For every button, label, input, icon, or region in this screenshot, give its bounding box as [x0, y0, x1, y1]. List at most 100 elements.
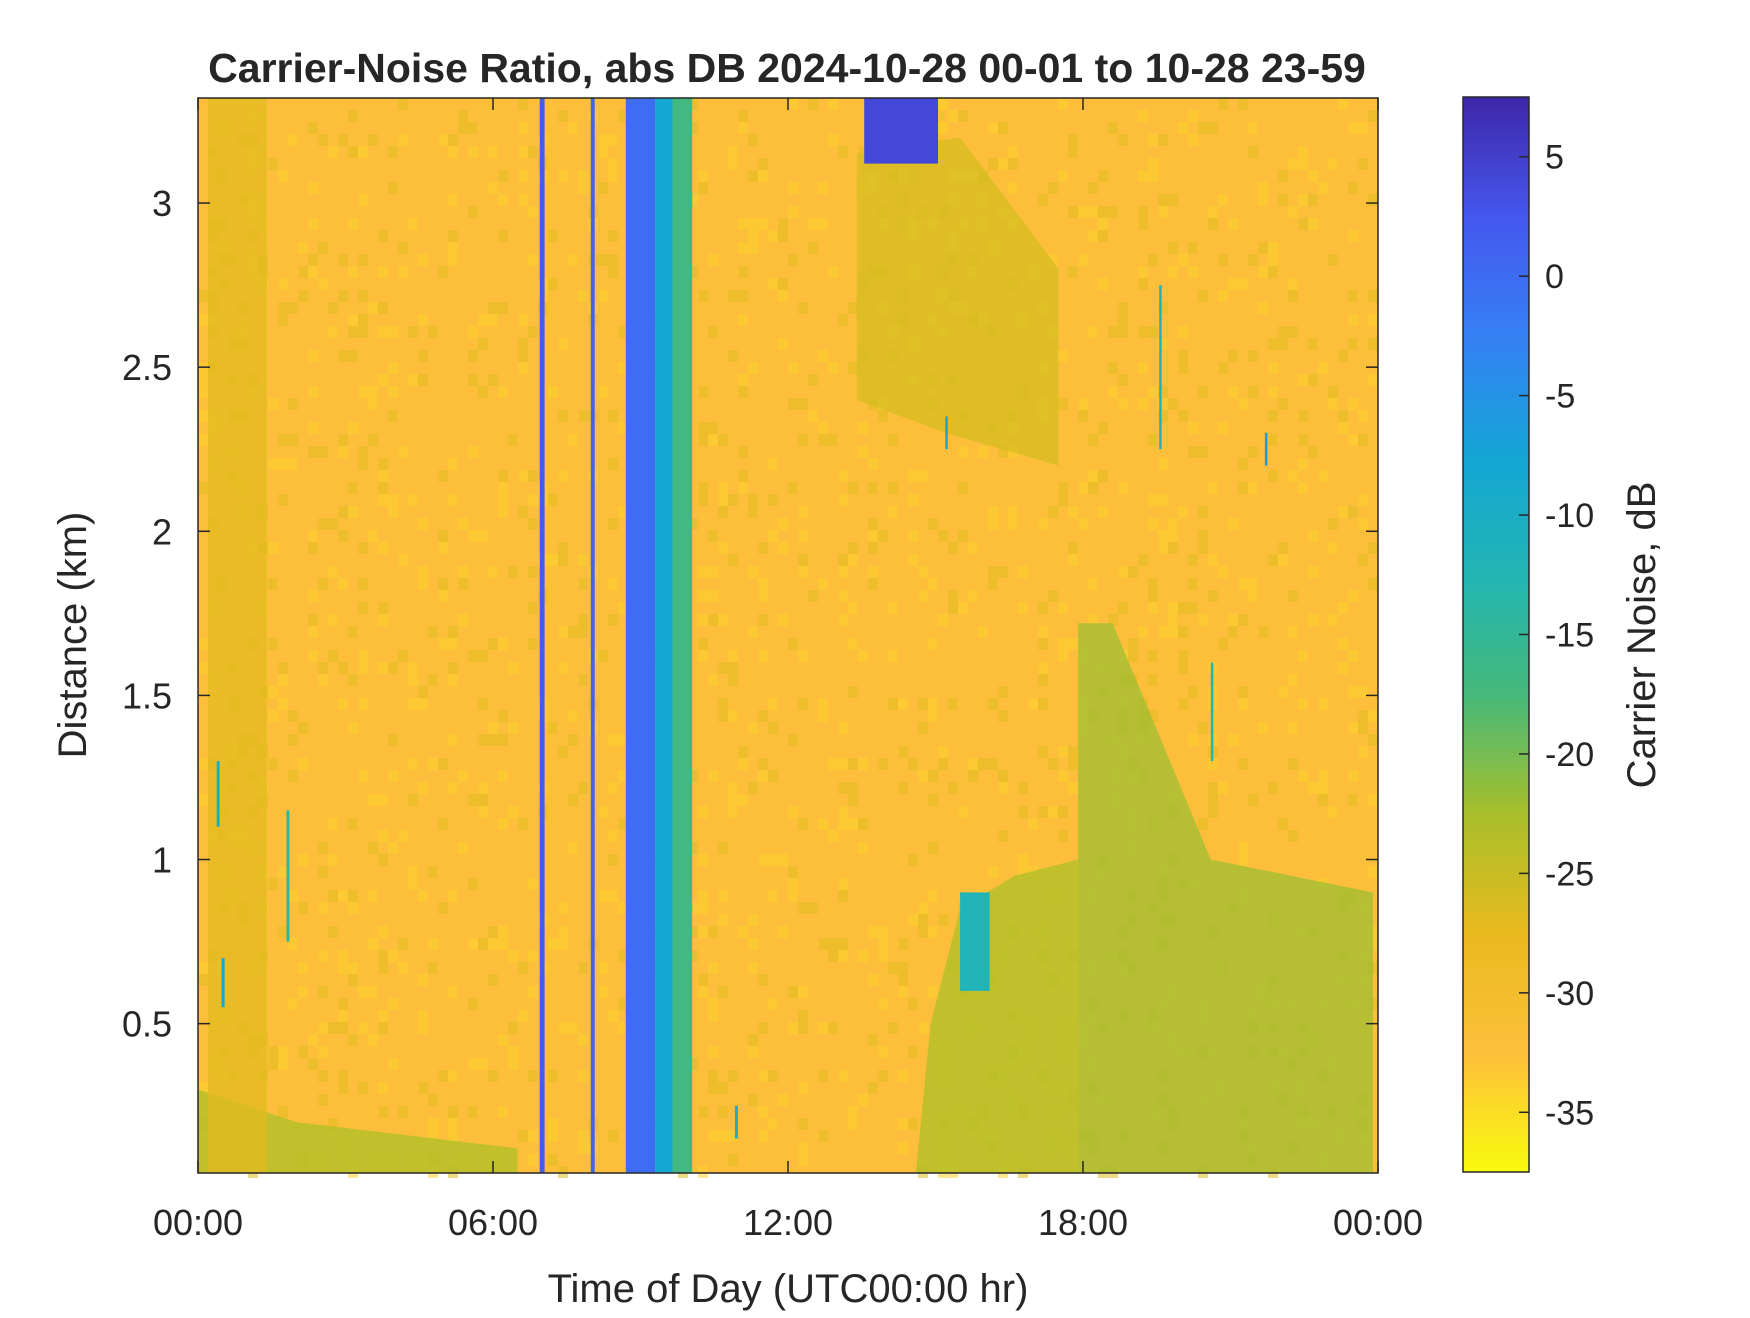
heatmap-cell [1348, 290, 1358, 302]
heatmap-cell [788, 806, 798, 818]
heatmap-cell [1178, 662, 1188, 674]
heatmap-cell [1368, 794, 1378, 806]
heatmap-cell [578, 614, 588, 626]
heatmap-cell [728, 1130, 738, 1142]
heatmap-cell [498, 638, 508, 650]
heatmap-cell [528, 1070, 538, 1082]
heatmap-cell [698, 566, 708, 578]
heatmap-cell [718, 434, 728, 446]
heatmap-cell [888, 1022, 898, 1034]
heatmap-cell [1368, 374, 1378, 386]
heatmap-cell [748, 626, 758, 638]
heatmap-cell [798, 698, 808, 710]
heatmap-cell [298, 290, 308, 302]
heatmap-cell [1258, 194, 1268, 206]
heatmap-cell [748, 962, 758, 974]
heatmap-cell [1158, 410, 1168, 422]
heatmap-cell [268, 1046, 278, 1058]
heatmap-cell [818, 698, 828, 710]
heatmap-cell [578, 674, 588, 686]
y-tick-label: 0.5 [122, 1004, 172, 1045]
heatmap-cell [528, 602, 538, 614]
heatmap-cell [1348, 182, 1358, 194]
heatmap-cell [728, 662, 738, 674]
heatmap-cell [318, 842, 328, 854]
heatmap-cell [348, 962, 358, 974]
colorbar-tick-label: 0 [1545, 258, 1564, 296]
heatmap-cell [688, 98, 698, 110]
heatmap-cell [1288, 722, 1298, 734]
heatmap-cell [468, 1058, 478, 1070]
heatmap-cell [418, 698, 428, 710]
heatmap-cell [868, 518, 878, 530]
heatmap-cell [1238, 758, 1248, 770]
heatmap-cell [448, 458, 458, 470]
heatmap-column [286, 810, 290, 942]
heatmap-cell [528, 470, 538, 482]
heatmap-cell [1038, 698, 1048, 710]
heatmap-cell [358, 1082, 368, 1094]
heatmap-cell [878, 938, 888, 950]
heatmap-cell [498, 386, 508, 398]
heatmap-cell [758, 1070, 768, 1082]
heatmap-cell [1358, 722, 1368, 734]
heatmap-cell [278, 494, 288, 506]
heatmap-cell [428, 626, 438, 638]
heatmap-cell [708, 1130, 718, 1142]
heatmap-cell [488, 302, 498, 314]
heatmap-cell [918, 722, 928, 734]
heatmap-cell [1298, 698, 1308, 710]
heatmap-cell [1108, 614, 1118, 626]
heatmap-cell [948, 542, 958, 554]
heatmap-cell [288, 134, 298, 146]
heatmap-cell [818, 218, 828, 230]
heatmap-cell [728, 806, 738, 818]
heatmap-cell [1198, 290, 1208, 302]
heatmap-cell [478, 650, 488, 662]
heatmap-cell [898, 962, 908, 974]
heatmap-cell [738, 242, 748, 254]
heatmap-cell [578, 1070, 588, 1082]
heatmap-cell [1308, 782, 1318, 794]
heatmap-cell [448, 254, 458, 266]
heatmap-cell [718, 1082, 728, 1094]
heatmap-cell [518, 98, 528, 110]
heatmap-cell [948, 110, 958, 122]
heatmap-cell [358, 650, 368, 662]
heatmap-cell [308, 218, 318, 230]
heatmap-cell [728, 1070, 738, 1082]
heatmap-cell [1088, 434, 1098, 446]
heatmap-cell [1338, 638, 1348, 650]
heatmap-cell [1168, 242, 1178, 254]
heatmap-cell [318, 674, 328, 686]
heatmap-cell [1158, 458, 1168, 470]
heatmap-cell [1318, 470, 1328, 482]
heatmap-cell [198, 290, 208, 302]
heatmap-cell [1068, 146, 1078, 158]
heatmap-cell [1118, 566, 1128, 578]
heatmap-cell [738, 470, 748, 482]
heatmap-cell [448, 1070, 458, 1082]
heatmap-cell [368, 842, 378, 854]
heatmap-cell [1248, 482, 1258, 494]
heatmap-cell [608, 578, 618, 590]
heatmap-cell [558, 1166, 568, 1178]
heatmap-cell [518, 350, 528, 362]
heatmap-cell [1138, 170, 1148, 182]
heatmap-cell [1098, 218, 1108, 230]
heatmap-cell [368, 794, 378, 806]
heatmap-cell [1048, 254, 1058, 266]
heatmap-cell [508, 806, 518, 818]
heatmap-cell [568, 626, 578, 638]
heatmap-cell [558, 110, 568, 122]
heatmap-cell [318, 578, 328, 590]
heatmap-cell [528, 254, 538, 266]
heatmap-cell [1178, 602, 1188, 614]
heatmap-cell [1148, 434, 1158, 446]
heatmap-cell [938, 914, 948, 926]
heatmap-cell [718, 614, 728, 626]
heatmap-cell [818, 1022, 828, 1034]
heatmap-cell [1358, 686, 1368, 698]
heatmap-cell [848, 758, 858, 770]
heatmap-cell [518, 1010, 528, 1022]
